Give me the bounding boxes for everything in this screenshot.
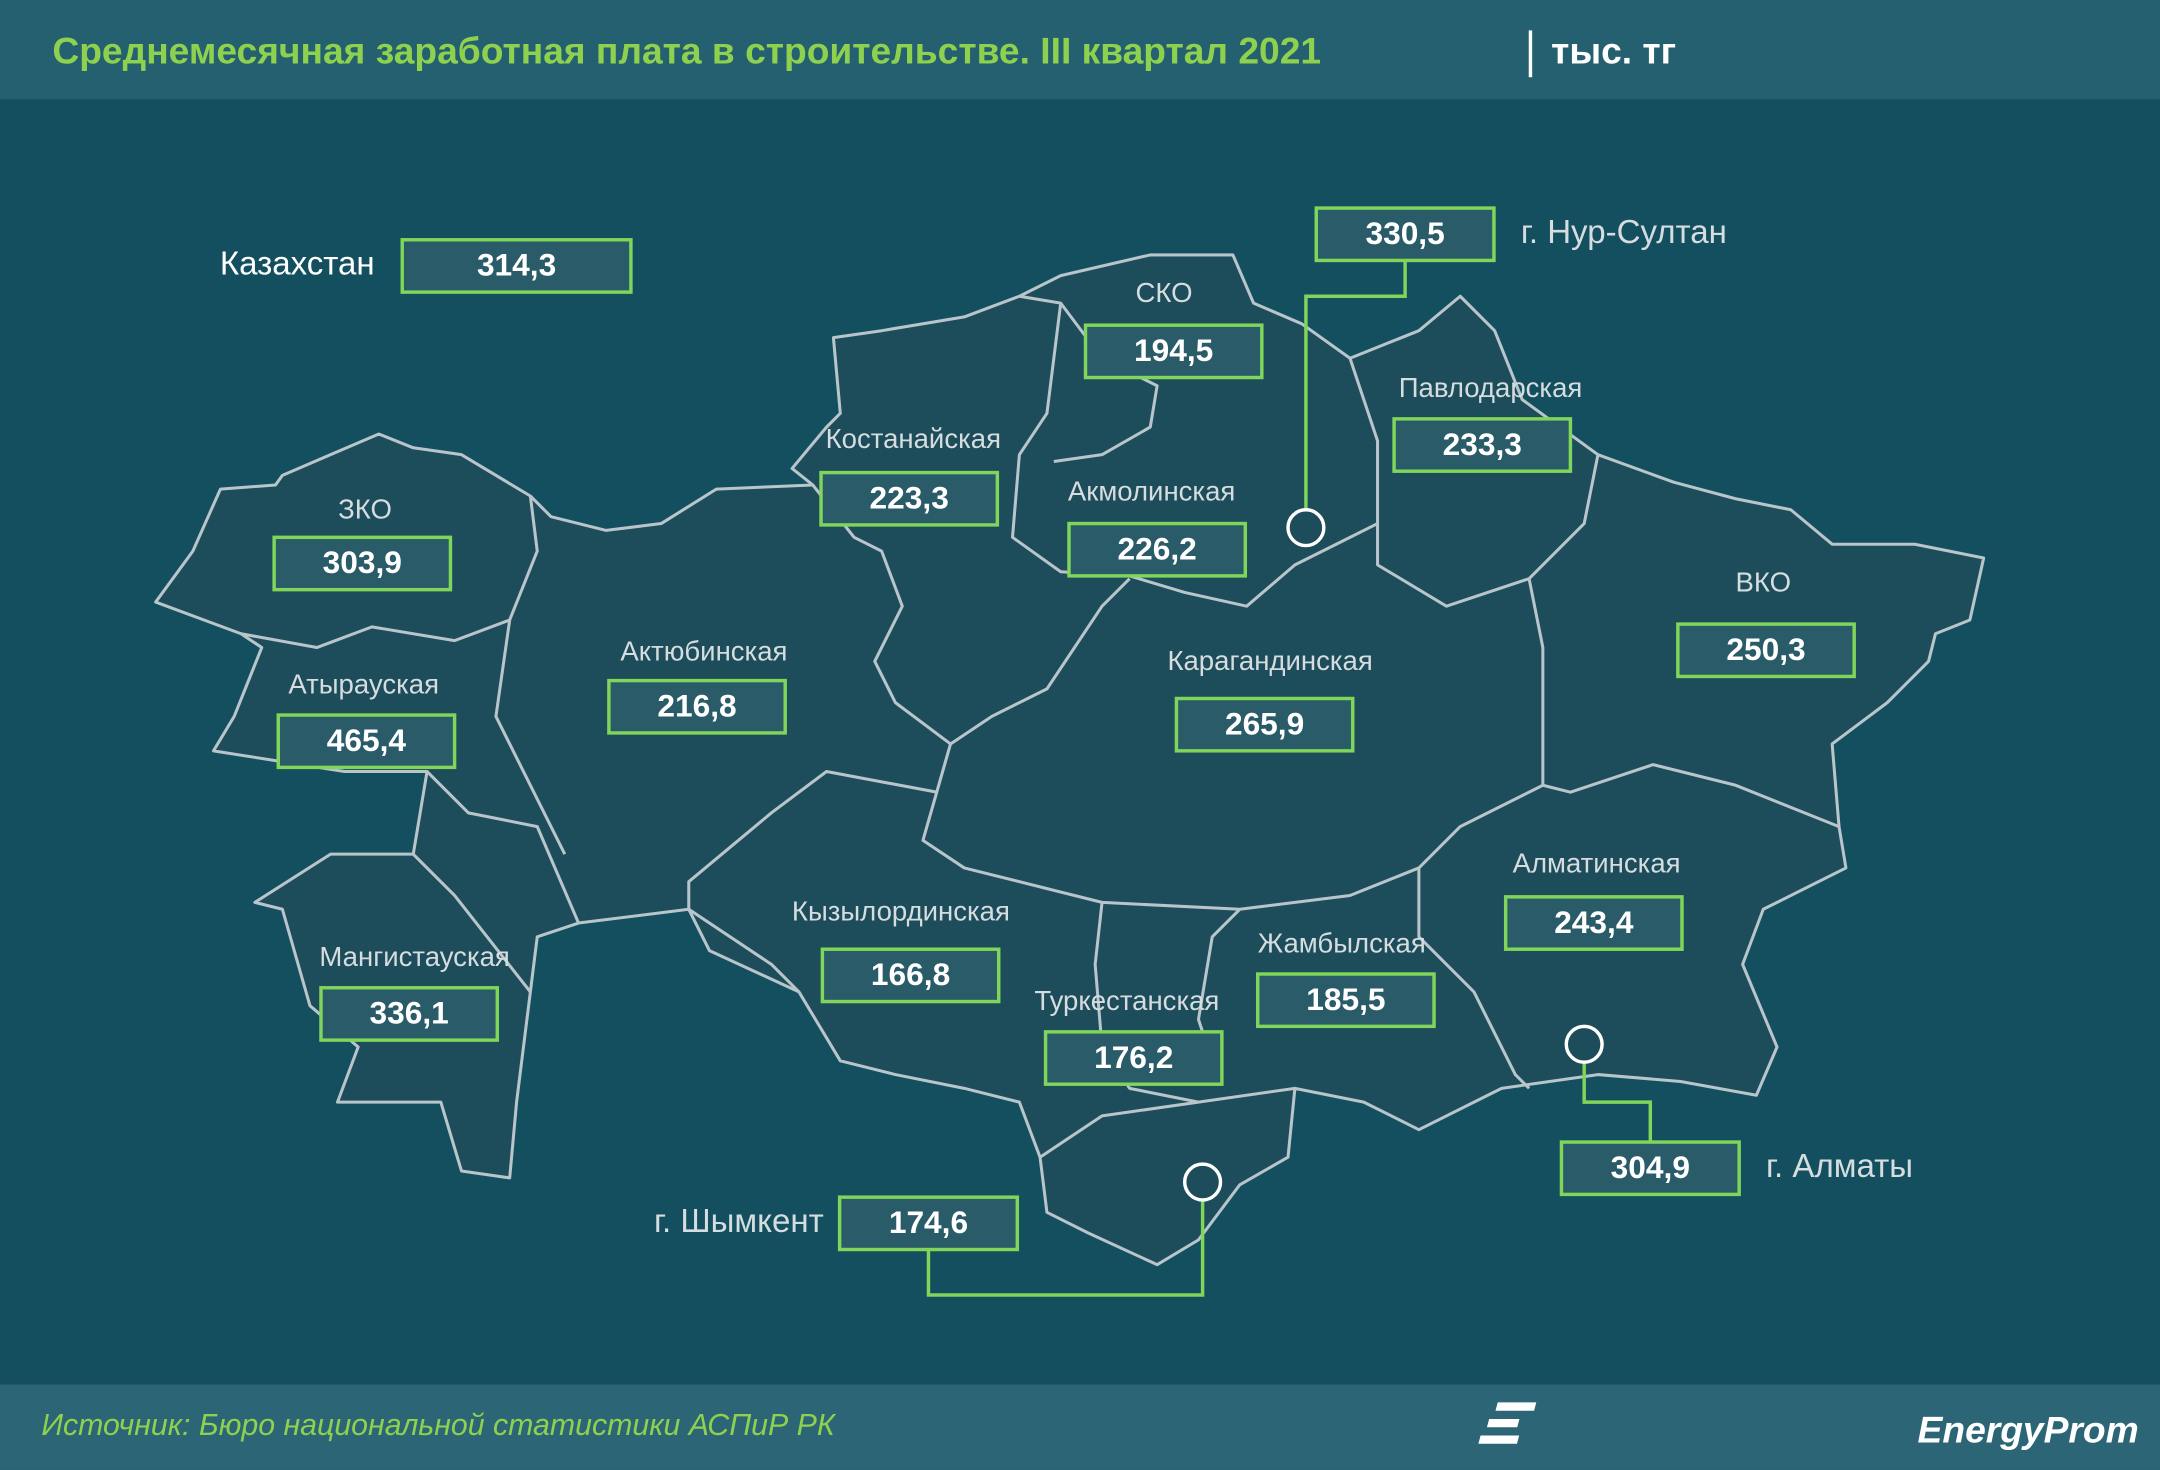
region-name: СКО xyxy=(1135,277,1192,308)
region-name: Туркестанская xyxy=(1034,985,1219,1016)
value-label: 243,4 xyxy=(1554,904,1634,940)
city-marker xyxy=(1564,1024,1604,1064)
region-name: Павлодарская xyxy=(1399,372,1583,403)
logo: EnergyProm xyxy=(1918,1409,2139,1451)
logo-icon xyxy=(1478,1402,1537,1444)
value-label: 304,9 xyxy=(1611,1149,1690,1185)
region-name: Актюбинская xyxy=(620,635,787,666)
value-label: 303,9 xyxy=(323,544,402,580)
city-name: г. Шымкент xyxy=(654,1203,824,1240)
value-label: 166,8 xyxy=(871,956,950,992)
value-label: 194,5 xyxy=(1134,332,1213,368)
unit: тыс. тг xyxy=(1551,30,1676,72)
value-box xyxy=(819,470,1000,527)
value-box xyxy=(820,947,1001,1004)
value-label: 226,2 xyxy=(1118,530,1197,566)
value-box xyxy=(1559,1140,1741,1197)
value-label: 330,5 xyxy=(1365,215,1444,251)
value-box xyxy=(1392,417,1573,473)
value-label: 223,3 xyxy=(870,480,949,516)
region-name: Атырауская xyxy=(288,668,439,699)
value-box xyxy=(1314,206,1496,263)
value-box xyxy=(607,678,787,735)
region-name: Костанайская xyxy=(826,423,1001,454)
region-name: Алматинская xyxy=(1513,847,1681,878)
title: Среднемесячная заработная плата в строит… xyxy=(52,30,1321,72)
value-label: 185,5 xyxy=(1306,981,1385,1017)
region-name: Карагандинская xyxy=(1167,645,1372,676)
region-name: Мангистауская xyxy=(319,941,509,972)
region-name: Акмолинская xyxy=(1068,476,1235,507)
value-box xyxy=(1067,521,1248,578)
region-name: Жамбылская xyxy=(1258,927,1426,958)
value-box xyxy=(319,986,500,1042)
city-name: г. Алматы xyxy=(1766,1148,1913,1185)
value-box xyxy=(276,713,457,770)
source: Источник: Бюро национальной статистики А… xyxy=(41,1409,837,1442)
value-box xyxy=(1043,1030,1224,1086)
city-name: г. Нур-Султан xyxy=(1521,214,1727,251)
connector xyxy=(926,1201,1205,1297)
city-marker xyxy=(1182,1162,1223,1202)
value-label: 250,3 xyxy=(1726,631,1805,667)
value-box xyxy=(1255,972,1436,1029)
region-name: ЗКО xyxy=(338,493,392,524)
header-band xyxy=(0,0,2160,100)
value-label: 174,6 xyxy=(889,1204,968,1240)
value-label: 216,8 xyxy=(657,688,736,724)
summary-name: Казахстан xyxy=(220,246,375,283)
map xyxy=(154,253,1986,1267)
value-box xyxy=(1174,696,1355,753)
value-box xyxy=(272,535,453,592)
value-label: 176,2 xyxy=(1094,1039,1173,1075)
value-label: 233,3 xyxy=(1443,426,1522,462)
region-name: Кызылординская xyxy=(792,896,1010,927)
value-label: 465,4 xyxy=(327,722,407,758)
value-box xyxy=(1676,622,1856,679)
value-box xyxy=(1083,323,1264,380)
connector xyxy=(1582,1063,1653,1143)
value-label: 265,9 xyxy=(1225,705,1304,741)
value-box xyxy=(1503,895,1684,951)
country-outline xyxy=(154,253,1986,1267)
value-box xyxy=(400,238,633,294)
value-label: 314,3 xyxy=(477,247,556,283)
value-label: 336,1 xyxy=(369,995,448,1031)
footer-band xyxy=(0,1384,2160,1470)
city-marker xyxy=(1286,508,1326,548)
value-box xyxy=(837,1195,1020,1252)
region-name: ВКО xyxy=(1735,566,1791,597)
connector xyxy=(1304,260,1407,509)
